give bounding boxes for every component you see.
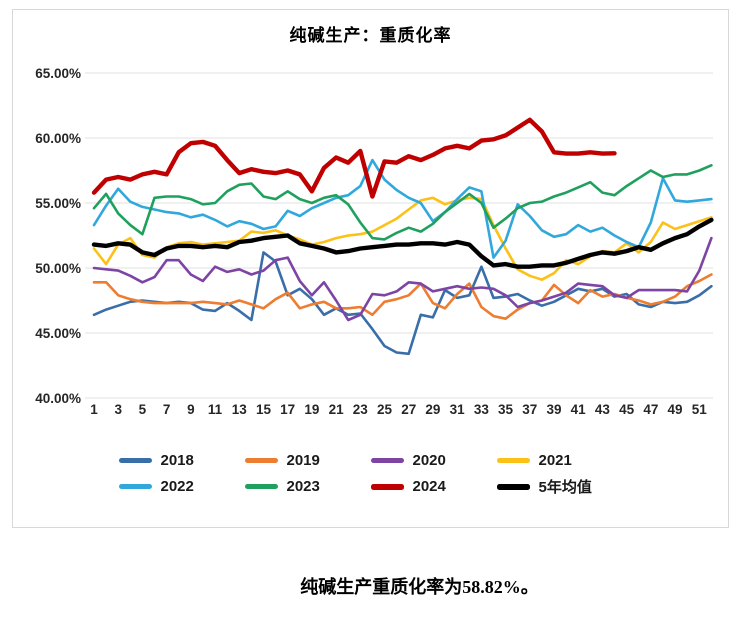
x-tick-label: 43 bbox=[595, 402, 611, 417]
x-tick-label: 45 bbox=[619, 402, 635, 417]
series-line-2022 bbox=[92, 158, 713, 259]
legend-swatch-icon bbox=[370, 458, 404, 463]
series-line-2023 bbox=[92, 164, 713, 241]
x-tick-label: 11 bbox=[208, 402, 223, 417]
x-tick-label: 21 bbox=[329, 402, 345, 417]
line-chart-plot: 65.00%60.00%55.00%50.00%45.00%40.00%1 3 5 7… bbox=[35, 66, 714, 417]
x-tick-label: 27 bbox=[401, 402, 416, 417]
legend-item-2021: 2021 bbox=[496, 452, 623, 469]
x-tick-label: 29 bbox=[425, 402, 440, 417]
series-line-2018 bbox=[92, 251, 713, 356]
x-tick-label: 49 bbox=[668, 402, 683, 417]
series-line-2020 bbox=[92, 236, 713, 322]
legend-item-2023: 2023 bbox=[244, 476, 371, 497]
x-tick-label: 3 bbox=[114, 402, 122, 417]
legend-swatch-icon bbox=[244, 458, 278, 463]
x-tick-label: 33 bbox=[474, 402, 490, 417]
series-line-5年均值 bbox=[91, 217, 714, 269]
x-tick-label: 13 bbox=[232, 402, 248, 417]
x-tick-label: 5 bbox=[139, 402, 147, 417]
legend-label: 2023 bbox=[286, 478, 320, 495]
series-line-2024 bbox=[91, 117, 617, 199]
y-tick-label: 50.00% bbox=[35, 261, 81, 276]
legend-label: 2018 bbox=[160, 452, 194, 469]
x-tick-label: 1 bbox=[90, 402, 98, 417]
legend-label: 2020 bbox=[412, 452, 446, 469]
y-tick-label: 65.00% bbox=[35, 66, 81, 81]
x-tick-label: 41 bbox=[571, 402, 587, 417]
legend-swatch-icon bbox=[496, 458, 530, 463]
legend-item-5年均值: 5年均值 bbox=[496, 476, 623, 497]
y-tick-label: 45.00% bbox=[35, 326, 81, 341]
x-tick-label: 47 bbox=[643, 402, 658, 417]
x-tick-label: 35 bbox=[498, 402, 514, 417]
legend-swatch-icon bbox=[244, 484, 278, 489]
legend-label: 2021 bbox=[538, 452, 572, 469]
legend-label: 2019 bbox=[286, 452, 320, 469]
chart-title: 纯碱生产：重质化率 bbox=[289, 26, 452, 45]
x-tick-label: 17 bbox=[280, 402, 295, 417]
x-tick-label: 15 bbox=[256, 402, 272, 417]
x-tick-label: 9 bbox=[187, 402, 195, 417]
legend-swatch-icon bbox=[496, 483, 530, 490]
legend-item-2018: 2018 bbox=[118, 452, 245, 469]
legend-row: 2018 2019 2020 2021 bbox=[118, 452, 623, 469]
y-tick-label: 40.00% bbox=[35, 391, 81, 406]
x-tick-label: 51 bbox=[692, 402, 708, 417]
chart-legend: 2018 2019 2020 2021 2022 2023 2024 5年均值 bbox=[13, 452, 728, 497]
legend-row: 2022 2023 2024 5年均值 bbox=[118, 476, 623, 497]
x-tick-label: 39 bbox=[546, 402, 561, 417]
legend-item-2024: 2024 bbox=[370, 476, 497, 497]
legend-item-2019: 2019 bbox=[244, 452, 371, 469]
y-tick-label: 55.00% bbox=[35, 196, 81, 211]
legend-swatch-icon bbox=[118, 484, 152, 489]
x-tick-label: 25 bbox=[377, 402, 393, 417]
x-tick-label: 37 bbox=[522, 402, 537, 417]
legend-swatch-icon bbox=[370, 483, 404, 490]
legend-label: 5年均值 bbox=[538, 479, 592, 496]
series-line-2019 bbox=[92, 273, 713, 320]
x-tick-label: 31 bbox=[450, 402, 466, 417]
legend-label: 2024 bbox=[412, 478, 446, 495]
y-tick-label: 60.00% bbox=[35, 131, 81, 146]
summary-caption: 纯碱生产重质化率为58.82%。 bbox=[300, 577, 539, 597]
legend-swatch-icon bbox=[118, 458, 152, 463]
x-tick-label: 23 bbox=[353, 402, 369, 417]
x-tick-label: 19 bbox=[304, 402, 319, 417]
legend-label: 2022 bbox=[160, 478, 194, 495]
legend-item-2020: 2020 bbox=[370, 452, 497, 469]
chart-card: 纯碱生产：重质化率 65.00% 60.00% 55.00% 50.00% 45.00%… bbox=[12, 9, 729, 528]
x-tick-label: 7 bbox=[163, 402, 171, 417]
legend-item-2022: 2022 bbox=[118, 476, 245, 497]
